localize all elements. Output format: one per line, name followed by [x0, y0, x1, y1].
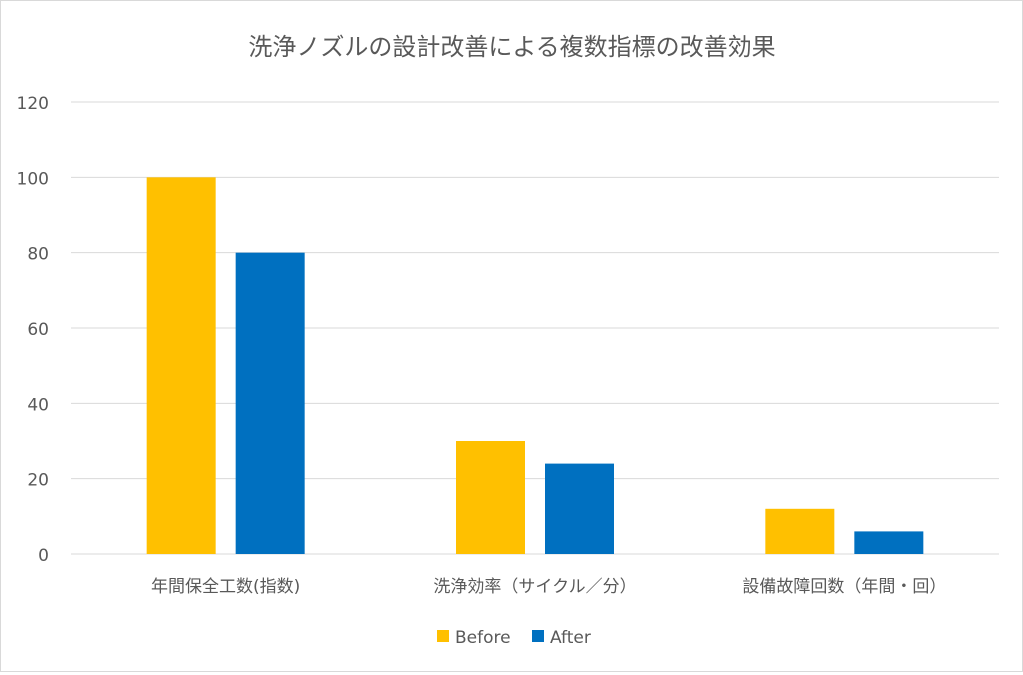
x-category-label: 設備故障回数（年間・回）	[742, 577, 946, 597]
y-tick-label: 100	[17, 169, 49, 189]
legend-label-before: Before	[455, 628, 511, 648]
legend-label-after: After	[550, 628, 591, 648]
bar-before-2	[456, 441, 525, 554]
bar-after-2	[545, 463, 614, 554]
bar-after-3	[854, 531, 924, 554]
x-axis-category-labels: 年間保全工数(指数) 洗浄効率（サイクル／分） 設備故障回数（年間・回）	[151, 577, 946, 597]
legend-swatch-before	[437, 630, 449, 642]
x-category-label: 年間保全工数(指数)	[151, 577, 300, 597]
legend: Before After	[437, 628, 591, 648]
chart-title: 洗浄ノズルの設計改善による複数指標の改善効果	[248, 33, 775, 61]
bar-before-3	[765, 508, 835, 554]
y-tick-label: 20	[27, 471, 49, 491]
y-axis-tick-labels: 0 20 40 60 80 100 120	[17, 94, 49, 566]
y-tick-label: 80	[27, 245, 49, 265]
y-tick-label: 0	[38, 546, 49, 566]
legend-swatch-after	[532, 630, 544, 642]
gridlines	[71, 101, 999, 555]
bar-before-1	[146, 177, 216, 555]
bar-after-1	[235, 252, 305, 554]
y-tick-label: 120	[17, 94, 49, 114]
bars	[146, 177, 924, 555]
x-category-label: 洗浄効率（サイクル／分）	[433, 577, 636, 597]
y-tick-label: 60	[27, 320, 49, 340]
y-tick-label: 40	[27, 395, 49, 415]
